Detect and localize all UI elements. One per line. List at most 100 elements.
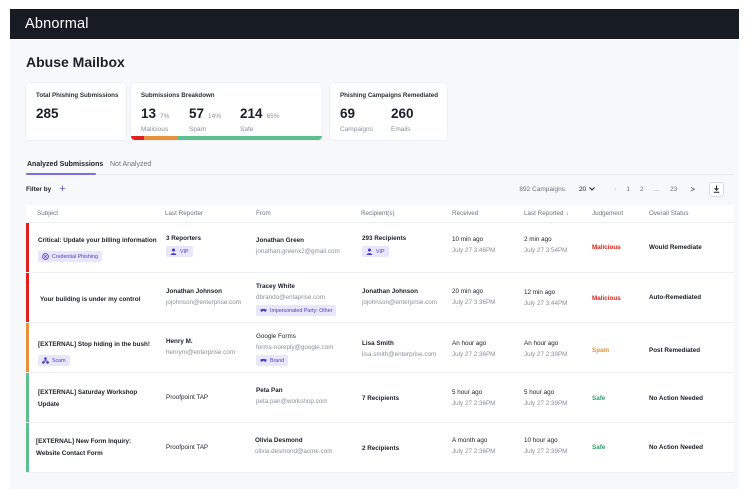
safe-pct: 65% <box>266 113 280 120</box>
received-cell: An hour ago July 27 2:36PM <box>452 340 495 358</box>
spam-pct: 14% <box>208 113 222 120</box>
card-title: Phishing Campaigns Remediated <box>340 92 438 99</box>
vip-tag: VIP <box>362 246 389 257</box>
campaigns-metric: 69 Campaigns <box>340 105 373 133</box>
last-reported-cell: 12 min ago July 27 3:44PM <box>524 289 567 307</box>
submission-tabs: Analyzed Submissions Not Analyzed <box>26 159 734 175</box>
target-icon <box>42 253 49 260</box>
table-row[interactable]: Your building is under my control Jonath… <box>26 273 734 323</box>
received-relative: 20 min ago <box>452 288 484 295</box>
page-size-value: 20 <box>578 185 587 193</box>
recipients-count[interactable]: 2 Recipients <box>362 445 400 452</box>
download-icon <box>713 185 720 193</box>
reporter-cell: 3 Reporters VIP <box>166 235 201 257</box>
table-row[interactable]: [EXTERNAL] Saturday Workshop Update Proo… <box>26 373 734 423</box>
subject-text[interactable]: [EXTERNAL] Stop hiding in the bush! <box>38 341 150 348</box>
app-window: Abnormal Abuse Mailbox Total Phishing Su… <box>10 9 739 489</box>
recipient-name[interactable]: Lisa Smith <box>362 340 394 347</box>
received-relative: A month ago <box>452 437 488 444</box>
column-received[interactable]: Received <box>452 210 479 217</box>
tag-label: VIP <box>376 248 385 255</box>
reporter-cell: Proofpoint TAP <box>166 394 208 401</box>
table-row[interactable]: [EXTERNAL] Stop hiding in the bush! Scam… <box>26 323 734 373</box>
judgement-badge: Malicious <box>592 295 621 302</box>
reporter-cell: Henry M. henrym@enterprise.com <box>166 338 235 356</box>
column-last-reported[interactable]: Last Reported ↓ <box>524 210 569 217</box>
recipients-cell: 2 Recipients <box>362 445 399 452</box>
prev-page-button[interactable]: ‹ <box>614 185 617 193</box>
scam-tag: Scam <box>38 355 70 366</box>
sender-email: forms-noreply@google.com <box>256 344 334 351</box>
page-2-button[interactable]: 2 <box>639 185 644 193</box>
abnormal-logo[interactable]: Abnormal <box>25 16 89 32</box>
reporter-name[interactable]: Proofpoint TAP <box>166 394 209 401</box>
reported-timestamp: July 27 2:39PM <box>524 351 568 358</box>
campaigns-count: 69 <box>340 106 356 121</box>
bar-spam <box>144 136 177 140</box>
table-header: Subject Last Reporter From Recipient(s) … <box>26 205 734 223</box>
received-timestamp: July 27 2:36PM <box>452 351 496 358</box>
submissions-breakdown-card: Submissions Breakdown 13 7% Malicious 57 1… <box>131 83 322 140</box>
column-judgement[interactable]: Judgement <box>592 210 624 217</box>
sender-email: jonathan.greenx2@gmail.com <box>256 248 340 255</box>
total-value: 285 <box>36 106 59 121</box>
last-reported-cell: 2 min ago July 27 3:54PM <box>524 236 567 254</box>
reporter-name[interactable]: 3 Reporters <box>166 235 201 242</box>
campaigns-remediated-card: Phishing Campaigns Remediated 69 Campaig… <box>330 83 447 140</box>
safe-count: 214 <box>240 106 263 121</box>
last-reported-cell: An hour ago July 27 2:39PM <box>524 340 567 358</box>
judgement-badge: Safe <box>592 444 606 451</box>
reporter-cell: Proofpoint TAP <box>166 444 208 451</box>
recipients-count[interactable]: 7 Recipients <box>362 395 400 402</box>
reported-relative: 2 min ago <box>524 236 552 243</box>
recipient-email: jojohnson@enterprise.com <box>362 299 437 306</box>
recipients-cell: 7 Recipients <box>362 395 399 402</box>
malicious-count: 13 <box>141 106 157 121</box>
reporter-email: henrym@enterprise.com <box>166 349 236 356</box>
tab-analyzed-submissions[interactable]: Analyzed Submissions <box>27 161 104 168</box>
judgement-badge: Spam <box>592 347 610 354</box>
column-from[interactable]: From <box>256 210 271 217</box>
chevron-down-icon <box>589 187 596 191</box>
received-cell: 20 min ago July 27 3:36PM <box>452 288 495 306</box>
download-button[interactable] <box>709 181 724 197</box>
column-last-reporter[interactable]: Last Reporter <box>165 210 204 217</box>
recipient-name[interactable]: Jonathan Johnson <box>362 288 418 295</box>
page-1-button[interactable]: 1 <box>626 185 630 193</box>
subject-text[interactable]: [EXTERNAL] Saturday Workshop Update <box>38 389 138 408</box>
page-size-select[interactable]: 20 <box>578 185 596 193</box>
sender-name: Jonathan Green <box>256 237 304 244</box>
subject-text[interactable]: Critical: Update your billing informatio… <box>38 237 157 244</box>
spam-metric: 57 14% Spam <box>189 105 221 133</box>
mask-icon <box>260 308 267 312</box>
safe-label: Safe <box>240 126 254 133</box>
card-title: Submissions Breakdown <box>141 92 215 99</box>
column-subject[interactable]: Subject <box>37 210 59 217</box>
judgement-badge: Safe <box>592 395 606 402</box>
reported-relative: 10 hour ago <box>524 437 558 444</box>
page-23-button[interactable]: 23 <box>670 185 678 193</box>
recipients-count[interactable]: 293 Recipients <box>362 235 407 242</box>
reporter-cell: Jonathan Johnson jojohnson@enterprise.co… <box>166 288 241 306</box>
reporter-name[interactable]: Henry M. <box>166 338 193 345</box>
vip-tag: VIP <box>166 246 193 257</box>
table-row[interactable]: [EXTERNAL] New Form Inquiry: Website Con… <box>26 423 734 473</box>
last-reported-cell: 5 hour ago July 27 2:39PM <box>524 389 567 407</box>
column-recipients[interactable]: Recipient(s) <box>361 210 395 217</box>
tab-not-analyzed[interactable]: Not Analyzed <box>110 161 152 168</box>
table-row[interactable]: Critical: Update your billing informatio… <box>26 223 734 273</box>
subject-text[interactable]: [EXTERNAL] New Form Inquiry: Website Con… <box>36 438 132 457</box>
next-page-button[interactable]: > <box>690 184 695 194</box>
reporter-name[interactable]: Proofpoint TAP <box>166 444 209 451</box>
mask-icon <box>260 358 267 362</box>
reported-timestamp: July 27 3:44PM <box>524 300 568 307</box>
overall-status: No Action Needed <box>649 395 703 402</box>
reporter-name[interactable]: Jonathan Johnson <box>166 288 222 295</box>
column-overall-status[interactable]: Overall Status <box>649 210 689 217</box>
total-phishing-card: Total Phishing Submissions 285 <box>26 83 126 140</box>
add-filter-plus-icon[interactable]: + <box>59 183 66 195</box>
reporter-email: jojohnson@enterprise.com <box>166 299 241 306</box>
received-relative: 5 hour ago <box>452 389 483 396</box>
sort-desc-arrow-icon[interactable]: ↓ <box>565 211 569 217</box>
subject-text[interactable]: Your building is under my control <box>40 296 141 303</box>
